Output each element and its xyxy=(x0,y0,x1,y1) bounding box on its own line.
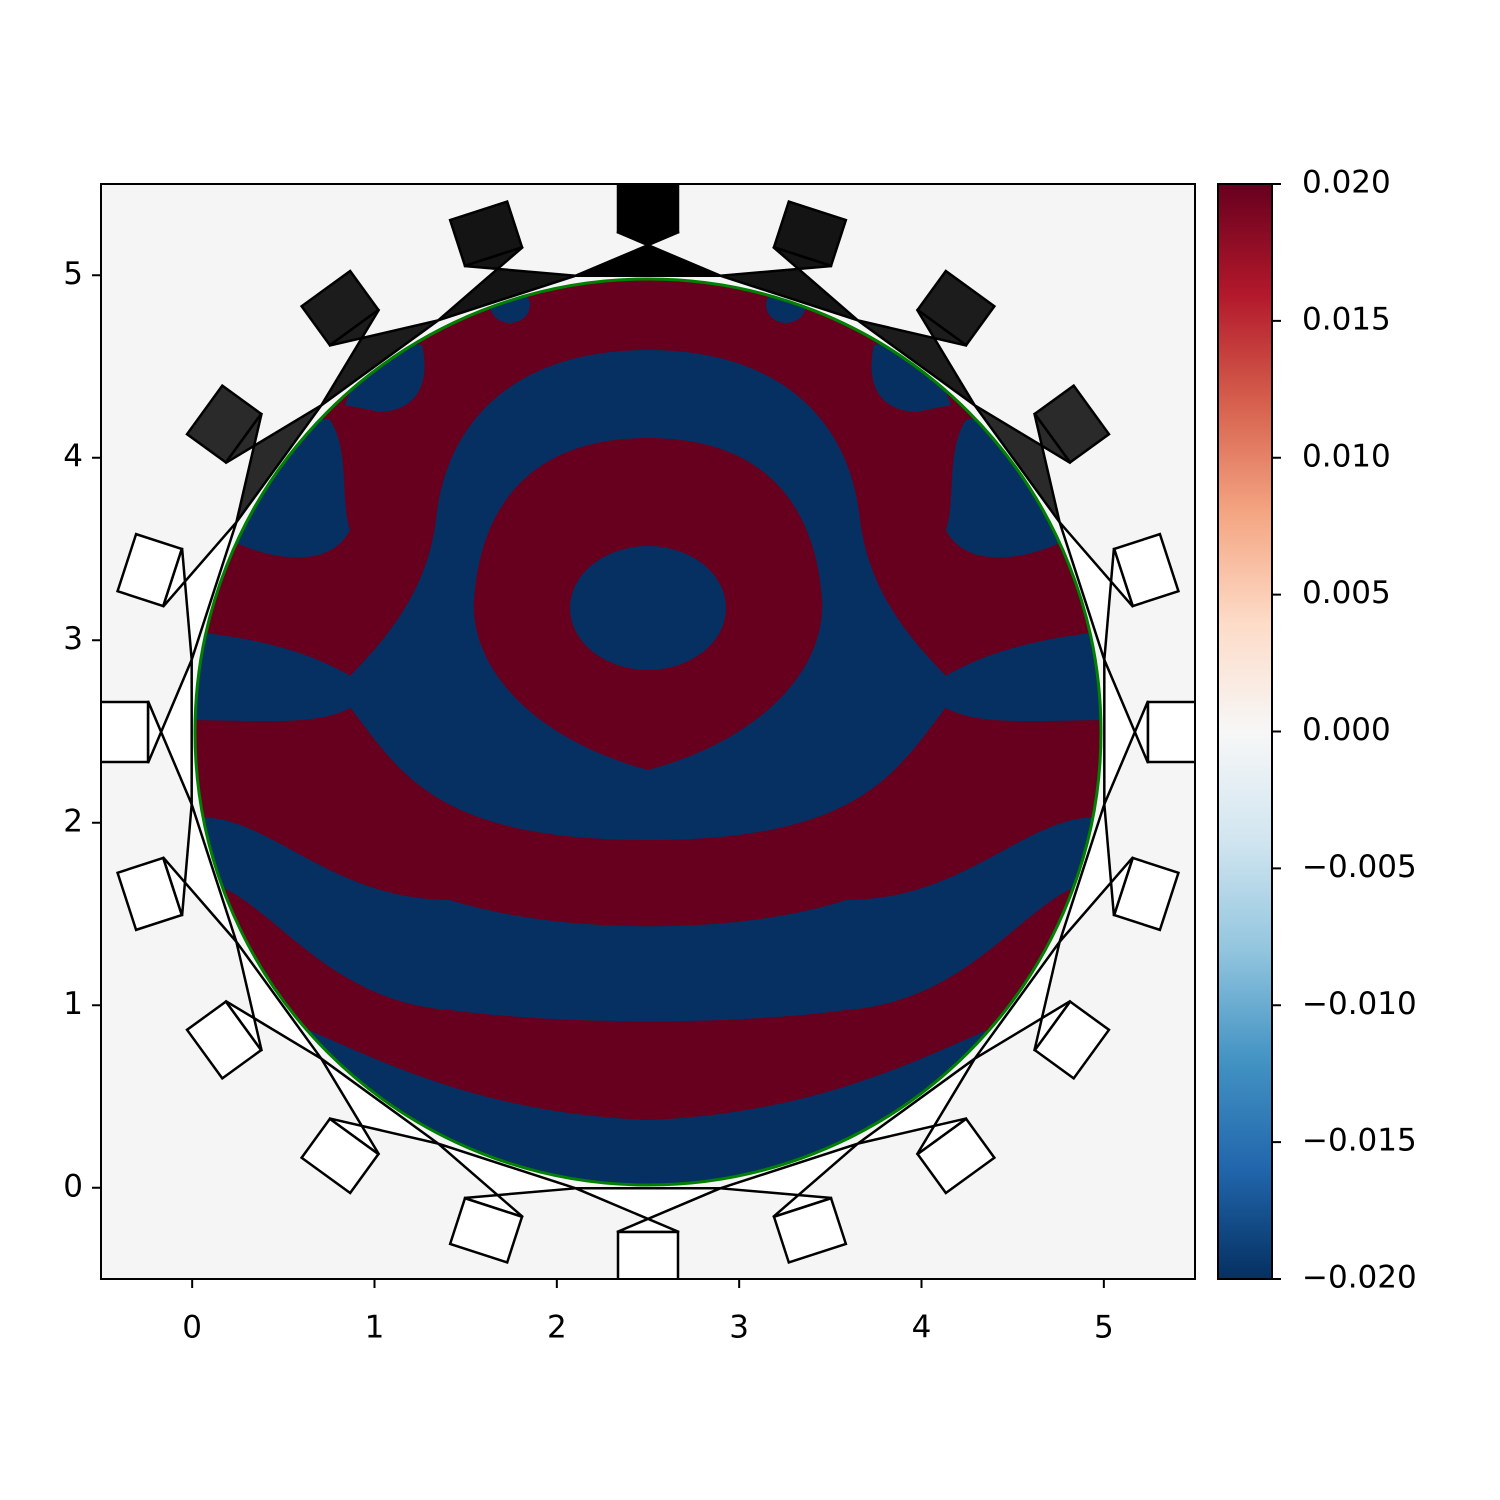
transducer-head xyxy=(772,199,848,268)
transducer-head xyxy=(299,269,381,347)
transducer-head xyxy=(616,1230,680,1279)
transducer-head xyxy=(1112,856,1181,932)
x-tick-label: 0 xyxy=(182,1310,202,1346)
colorbar-tick-label: 0.000 xyxy=(1302,712,1391,748)
transducer-head xyxy=(772,1196,848,1265)
x-tick-label: 4 xyxy=(912,1310,932,1346)
x-tick-label: 1 xyxy=(365,1310,385,1346)
x-tick-label: 2 xyxy=(547,1310,567,1346)
colorbar-tick-label: 0.005 xyxy=(1302,575,1391,611)
transducer-head xyxy=(185,999,263,1081)
transducer-head xyxy=(101,700,150,764)
y-tick-label: 1 xyxy=(63,986,83,1022)
colorbar-tick-label: −0.015 xyxy=(1302,1123,1417,1159)
transducer-head xyxy=(616,184,680,234)
colorbar xyxy=(1217,183,1273,1280)
field-center xyxy=(570,546,726,670)
axes-frame xyxy=(100,183,1196,1280)
transducer-head xyxy=(1146,700,1195,764)
transducer-head xyxy=(448,1196,524,1265)
colorbar-tick-label: 0.010 xyxy=(1302,438,1391,474)
colorbar-tick-label: 0.015 xyxy=(1302,301,1391,337)
transducer-head xyxy=(1033,999,1111,1081)
y-tick-label: 5 xyxy=(63,256,83,292)
transducer-head xyxy=(1033,383,1111,465)
colorbar-tick-label: −0.020 xyxy=(1302,1260,1417,1296)
transducer-head xyxy=(299,1117,381,1195)
y-tick-label: 3 xyxy=(63,621,83,657)
colorbar-tick-label: −0.005 xyxy=(1302,849,1417,885)
transducer-head xyxy=(115,856,184,932)
y-tick-label: 4 xyxy=(63,438,83,474)
transducer-head xyxy=(1112,532,1181,608)
x-tick-label: 3 xyxy=(729,1310,749,1346)
transducer-head xyxy=(915,269,997,347)
colorbar-tick-label: 0.020 xyxy=(1302,165,1391,201)
transducer-head xyxy=(915,1117,997,1195)
y-tick-label: 2 xyxy=(63,803,83,839)
colorbar-tick-label: −0.010 xyxy=(1302,986,1417,1022)
transducers xyxy=(101,184,1195,1279)
y-tick-label: 0 xyxy=(63,1168,83,1204)
transducer-head xyxy=(115,532,184,608)
boundary-circle xyxy=(193,277,1103,1187)
x-tick-label: 5 xyxy=(1094,1310,1114,1346)
transducer-head xyxy=(448,199,524,268)
transducer-head xyxy=(185,383,263,465)
